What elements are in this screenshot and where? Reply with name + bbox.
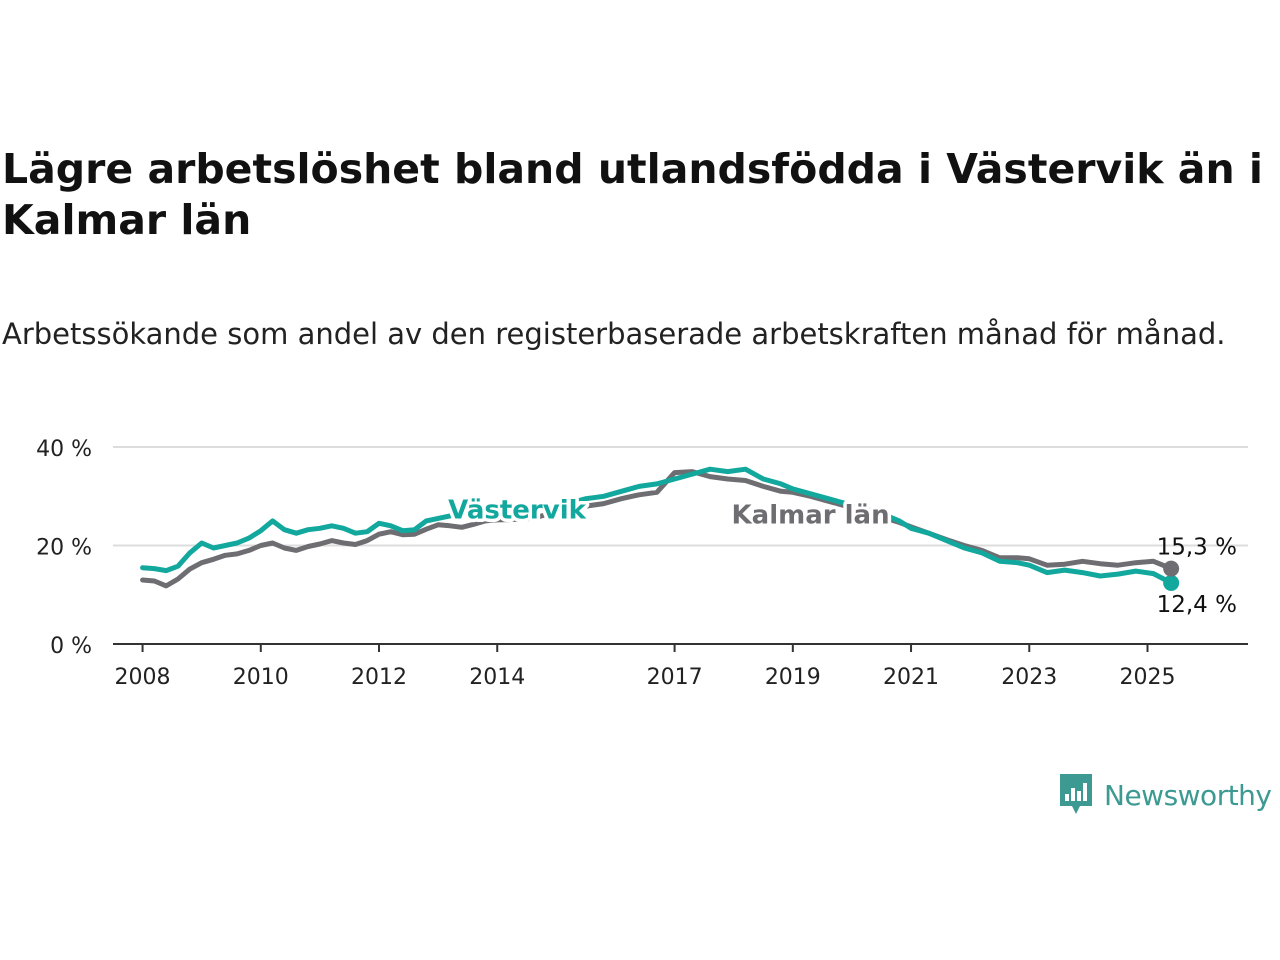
- x-tick-label: 2021: [883, 665, 939, 690]
- x-tick-label: 2012: [351, 665, 407, 690]
- end-label-kalmar: 15,3 %: [1157, 535, 1237, 561]
- series-labels: Västervik Kalmar län 15,3 % 12,4 %: [445, 492, 1237, 618]
- x-tick-label: 2019: [765, 665, 821, 690]
- gridlines: [113, 446, 1248, 547]
- series-label-kalmar: Kalmar län: [732, 500, 890, 530]
- series-line-vastervik: [140, 466, 1174, 586]
- axes: 0 % 20 % 40 % 2008 2010 2012 2014 2017 2019 2021 2…: [36, 437, 1248, 690]
- x-tick-label: 2025: [1120, 665, 1176, 690]
- line-chart: 0 % 20 % 40 % 2008 2010 2012 2014 2017 2019 2021 2…: [36, 437, 1248, 690]
- end-point-vastervik: [1163, 574, 1180, 591]
- end-point-kalmar: [1163, 560, 1180, 577]
- x-tick-label: 2014: [469, 665, 525, 690]
- chart-title: Lägre arbetslöshet bland utlandsfödda i …: [2, 145, 1263, 244]
- chart-subtitle: Arbetssökande som andel av den registerb…: [2, 317, 1226, 351]
- series-line-kalmar: [140, 469, 1174, 589]
- newsworthy-logo: Newsworthy: [1058, 772, 1272, 818]
- x-tick-label: 2023: [1001, 665, 1057, 690]
- end-label-vastervik: 12,4 %: [1157, 592, 1237, 618]
- x-tick-label: 2008: [115, 665, 171, 690]
- x-tick-label: 2010: [233, 665, 289, 690]
- series-label-vastervik: Västervik: [448, 496, 586, 526]
- y-tick-label: 0 %: [50, 634, 92, 659]
- y-tick-label: 20 %: [36, 536, 92, 561]
- x-tick-label: 2017: [647, 665, 703, 690]
- newsworthy-chart-bubble-icon: [1060, 774, 1092, 814]
- series-lines: [140, 466, 1180, 591]
- brand-name: Newsworthy: [1104, 778, 1272, 812]
- y-tick-label: 40 %: [36, 437, 92, 462]
